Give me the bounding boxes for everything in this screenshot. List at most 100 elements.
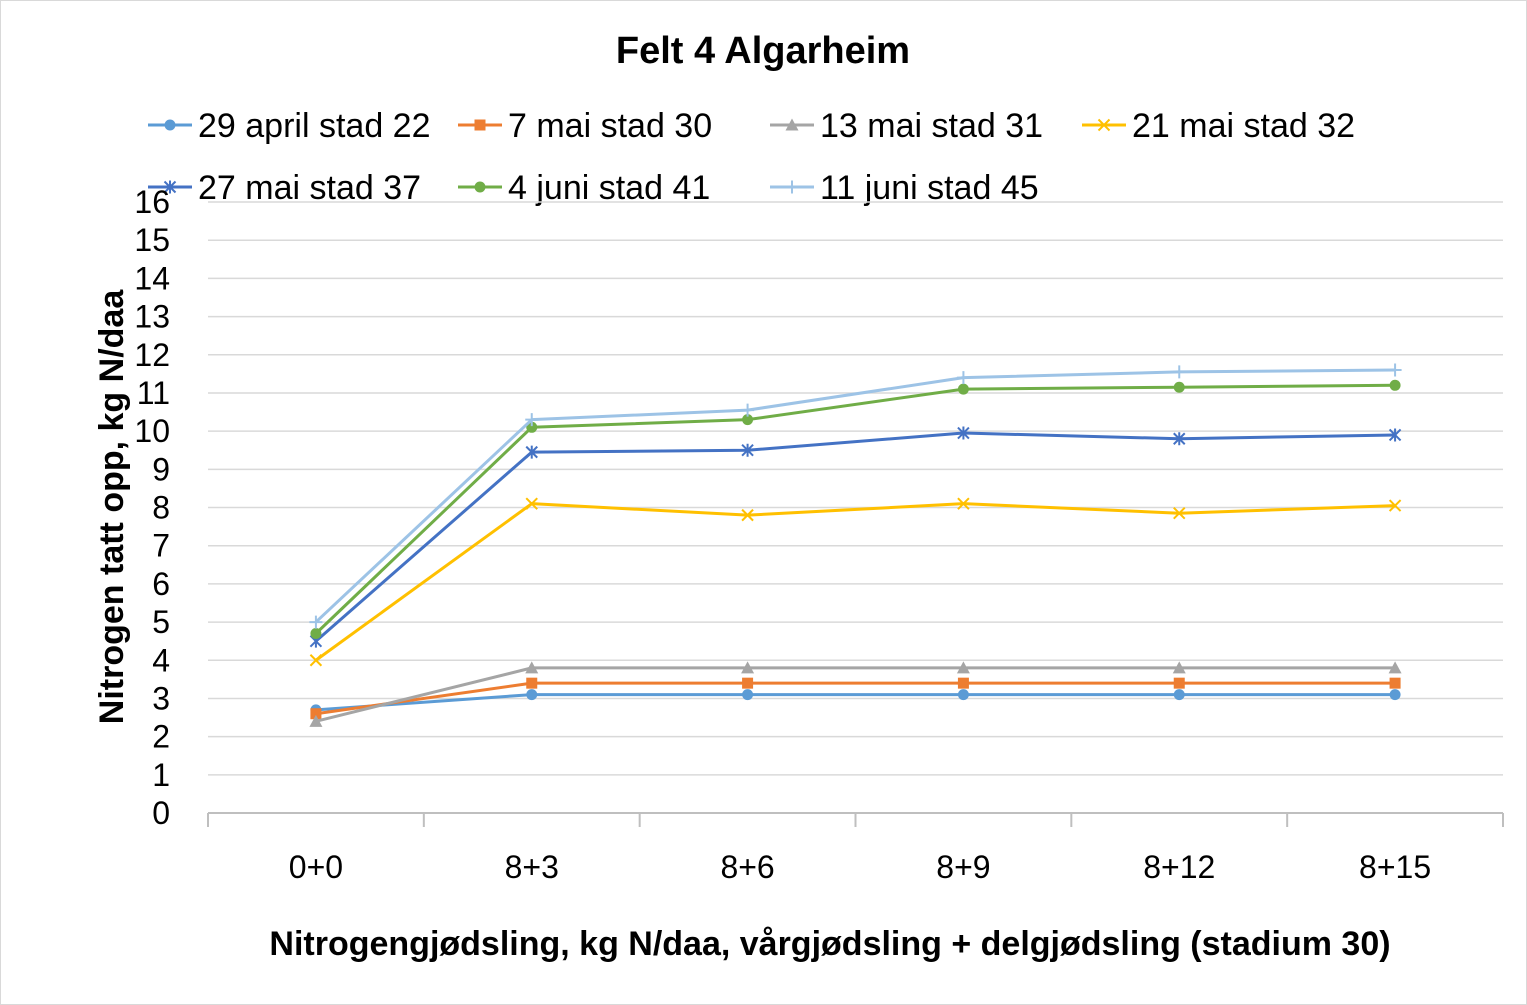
y-tick-label: 13 <box>134 299 170 335</box>
y-tick-label: 1 <box>152 757 170 793</box>
data-point <box>1173 689 1185 701</box>
data-point <box>525 661 539 674</box>
y-tick-label: 7 <box>152 528 170 564</box>
legend-label: 21 mai stad 32 <box>1132 107 1355 145</box>
series-line <box>314 368 1396 624</box>
x-tick-label: 8+12 <box>1143 849 1215 885</box>
y-tick-label: 16 <box>134 184 170 220</box>
x-tick-label: 8+15 <box>1359 849 1431 885</box>
data-point <box>785 118 799 131</box>
y-tick-label: 10 <box>134 413 170 449</box>
series-line <box>315 681 1396 716</box>
legend-label: 4 juni stad 41 <box>508 169 710 207</box>
data-point <box>1389 677 1401 689</box>
data-point <box>1388 499 1402 512</box>
legend-item: 13 mai stad 31 <box>770 107 1043 145</box>
y-tick-label: 2 <box>152 719 170 755</box>
data-point <box>741 508 754 522</box>
data-point <box>1173 381 1185 393</box>
data-point <box>741 403 755 417</box>
chart-title: Felt 4 Algarheim <box>616 30 910 72</box>
series-line <box>315 666 1396 723</box>
legend-item: 7 mai stad 30 <box>458 107 712 145</box>
series-line <box>315 502 1396 662</box>
data-point <box>1388 363 1402 377</box>
data-point <box>957 497 970 510</box>
y-tick-label: 3 <box>152 680 170 716</box>
series <box>309 497 1402 667</box>
data-point <box>525 445 538 459</box>
y-axis-title: Nitrogen tatt opp, kg N/daa <box>93 289 131 725</box>
legend-label: 27 mai stad 37 <box>198 169 421 207</box>
x-tick-label: 8+3 <box>505 849 559 885</box>
y-tick-label: 15 <box>134 222 170 258</box>
data-point <box>474 119 486 131</box>
data-point <box>741 661 755 674</box>
legend-item: 4 juni stad 41 <box>458 169 710 207</box>
data-point <box>1388 661 1402 674</box>
data-point <box>526 677 538 689</box>
legend: 29 april stad 22 7 mai stad 30 13 mai stad… <box>148 107 1355 207</box>
data-point <box>526 421 538 433</box>
data-point <box>164 119 176 131</box>
data-point <box>1097 118 1111 132</box>
legend-label: 13 mai stad 31 <box>820 107 1043 145</box>
series <box>309 426 1402 648</box>
data-point <box>742 677 754 689</box>
data-point <box>525 413 539 427</box>
series-line <box>314 431 1396 643</box>
data-point <box>309 615 323 629</box>
y-tick-label: 5 <box>152 604 170 640</box>
y-tick-label: 8 <box>152 490 170 526</box>
data-point <box>957 383 969 395</box>
y-tick-label: 6 <box>152 566 170 602</box>
series <box>309 363 1402 629</box>
data-point <box>742 414 754 426</box>
data-point <box>310 628 322 640</box>
series <box>310 379 1401 640</box>
legend-label: 11 juni stad 45 <box>820 169 1039 207</box>
series <box>309 661 1402 727</box>
data-point <box>309 654 323 667</box>
y-tick-label: 12 <box>134 337 170 373</box>
y-tick-label: 9 <box>152 451 170 487</box>
gridlines <box>208 201 1503 776</box>
data-point <box>526 689 538 701</box>
data-point <box>309 714 323 727</box>
legend-label: 7 mai stad 30 <box>508 107 712 145</box>
data-point <box>741 443 754 457</box>
data-point <box>957 426 970 440</box>
data-point <box>1173 432 1186 446</box>
data-point <box>1173 677 1185 689</box>
x-axis-title: Nitrogengjødsling, kg N/daa, vårgjødslin… <box>269 925 1390 963</box>
legend-item: 29 april stad 22 <box>148 107 431 145</box>
y-tick-label: 11 <box>137 375 170 411</box>
data-point <box>525 497 538 510</box>
x-tick-label: 8+9 <box>936 849 990 885</box>
legend-item: 27 mai stad 37 <box>148 169 421 207</box>
y-tick-label: 4 <box>152 642 170 678</box>
data-point <box>957 689 969 701</box>
series-layer <box>309 363 1402 727</box>
legend-item: 21 mai stad 32 <box>1082 107 1355 145</box>
x-tick-label: 8+6 <box>720 849 774 885</box>
data-point <box>1172 661 1186 674</box>
data-point <box>1388 428 1402 442</box>
x-tick-label: 0+0 <box>289 849 343 885</box>
legend-label: 29 april stad 22 <box>198 107 431 145</box>
data-point <box>310 708 322 720</box>
data-point <box>742 689 754 701</box>
data-point <box>956 661 970 674</box>
series-line <box>315 693 1396 712</box>
data-point <box>956 371 970 385</box>
data-point <box>474 181 486 193</box>
data-point <box>785 180 799 194</box>
data-point <box>1173 507 1186 520</box>
x-axis: 0+0 8+3 8+6 8+9 8+12 8+15 <box>207 812 1504 885</box>
data-point <box>1389 689 1401 701</box>
data-point <box>1172 365 1186 379</box>
y-tick-label: 14 <box>134 260 170 296</box>
